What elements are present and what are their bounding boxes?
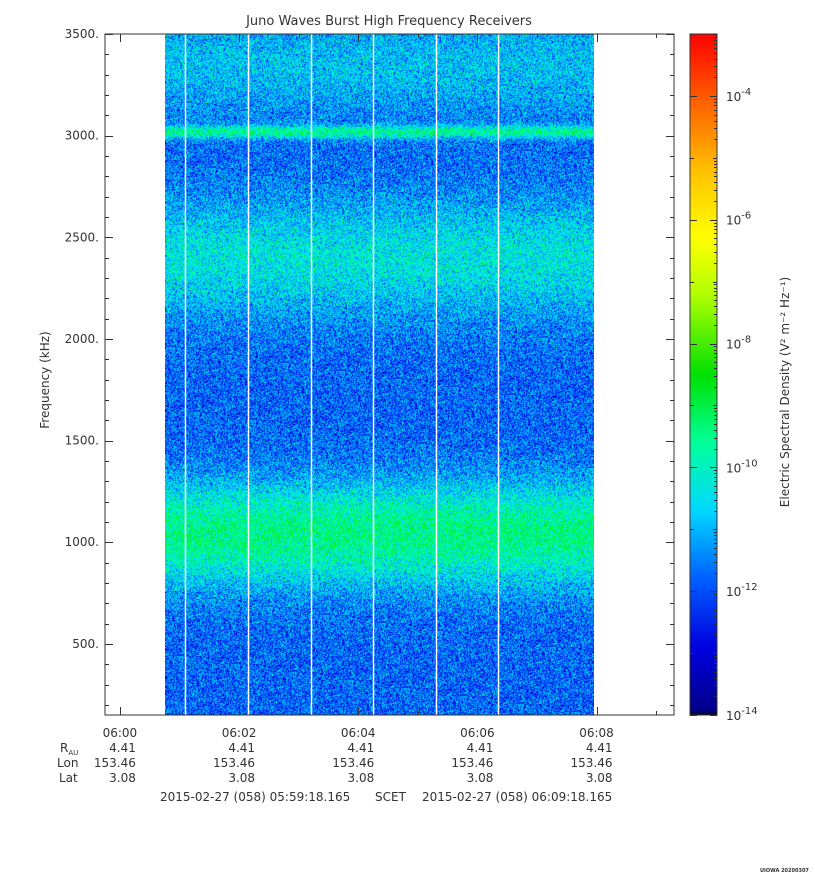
plot-frame: [104, 33, 675, 716]
rau-sub-label: AU: [68, 749, 78, 757]
ephem-lon-value: 153.46: [94, 756, 136, 770]
ephem-label-lat: Lat: [59, 771, 78, 785]
ephem-label-lon: Lon: [57, 756, 78, 770]
cb-tick-label: 10-4: [726, 87, 751, 104]
cb-tick-label: 10-12: [726, 582, 758, 599]
ephem-lon-value: 153.46: [571, 756, 613, 770]
ephem-lon-value: 153.46: [451, 756, 493, 770]
cb-tick-exponent: -10: [741, 458, 757, 469]
y-tick-label: 500.: [72, 637, 99, 651]
cb-tick-base: 10: [726, 338, 741, 352]
colorbar: [689, 33, 718, 716]
y-tick-label: 3500.: [65, 27, 99, 41]
cb-tick-base: 10: [726, 90, 741, 104]
x-tick-label: 06:08: [579, 726, 614, 740]
ephem-rau-value: 4.41: [109, 741, 136, 755]
cb-tick-base: 10: [726, 585, 741, 599]
y-axis-label: Frequency (kHz): [38, 331, 52, 428]
cb-tick-exponent: -14: [741, 706, 757, 717]
x-tick-label: 06:04: [341, 726, 376, 740]
ephem-lat-value: 3.08: [467, 771, 494, 785]
rau-label: R: [60, 741, 68, 755]
cb-tick-label: 10-6: [726, 211, 751, 228]
x-tick-label: 06:00: [103, 726, 138, 740]
ephem-lon-value: 153.46: [332, 756, 374, 770]
y-axis: 500. 1000. 1500. 2000. 2500. 3000. 3500.: [65, 27, 674, 706]
y-tick-label: 2000.: [65, 332, 99, 346]
cb-tick-label: 10-10: [726, 458, 758, 475]
y-tick-label: 1000.: [65, 535, 99, 549]
x-axis: 06:00 06:02 06:04 06:06 06:08: [103, 34, 657, 740]
ephem-rau-value: 4.41: [228, 741, 255, 755]
cb-tick-exponent: -6: [741, 211, 751, 222]
time-range-scet: SCET: [375, 790, 407, 804]
footer-stamp: UIOWA 20200307: [760, 868, 809, 874]
ephem-rau-value: 4.41: [467, 741, 494, 755]
time-range-end: 2015-02-27 (058) 06:09:18.165: [422, 790, 612, 804]
cb-tick-base: 10: [726, 461, 741, 475]
time-range-start: 2015-02-27 (058) 05:59:18.165: [160, 790, 350, 804]
data-gap-lines: [184, 34, 500, 715]
x-tick-label: 06:06: [460, 726, 495, 740]
cb-tick-exponent: -4: [741, 87, 751, 98]
colorbar-label: Electric Spectral Density (V² m⁻² Hz⁻¹): [778, 277, 792, 507]
cb-tick-label: 10-14: [726, 706, 758, 723]
spectrogram-raster: [165, 34, 594, 715]
ephem-label-rau: RAU: [60, 741, 78, 757]
x-tick-label: 06:02: [222, 726, 257, 740]
ephem-lat-value: 3.08: [109, 771, 136, 785]
cb-tick-exponent: -12: [741, 582, 757, 593]
ephem-rau-value: 4.41: [586, 741, 613, 755]
ephem-rau-value: 4.41: [348, 741, 375, 755]
chart-title: Juno Waves Burst High Frequency Receiver…: [245, 14, 532, 29]
ephem-lat-value: 3.08: [348, 771, 375, 785]
cb-tick-label: 10-8: [726, 335, 751, 352]
y-tick-label: 3000.: [65, 129, 99, 143]
ephem-lon-value: 153.46: [213, 756, 255, 770]
y-tick-label: 1500.: [65, 434, 99, 448]
ephem-lat-value: 3.08: [586, 771, 613, 785]
cb-tick-base: 10: [726, 214, 741, 228]
ephem-lat-value: 3.08: [228, 771, 255, 785]
cb-tick-exponent: -8: [741, 335, 751, 346]
cb-tick-base: 10: [726, 709, 741, 723]
y-tick-label: 2500.: [65, 230, 99, 244]
spectrogram-image: [165, 34, 594, 715]
